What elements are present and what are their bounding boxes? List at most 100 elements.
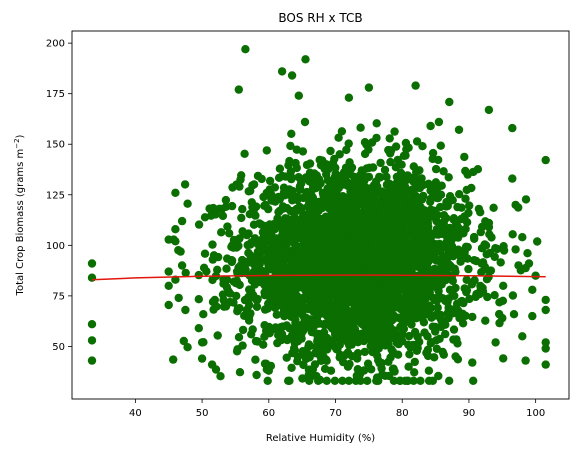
scatter-point xyxy=(528,311,537,321)
scatter-point xyxy=(444,173,453,182)
scatter-point xyxy=(460,246,469,255)
scatter-point xyxy=(251,355,260,364)
scatter-point xyxy=(303,288,312,297)
scatter-point xyxy=(229,298,238,307)
scatter-point xyxy=(262,146,271,155)
scatter-point xyxy=(300,117,310,127)
scatter-point xyxy=(344,376,354,385)
scatter-point xyxy=(420,206,429,215)
scatter-point xyxy=(379,255,388,264)
scatter-point xyxy=(390,127,399,136)
scatter-point xyxy=(300,304,309,313)
scatter-point xyxy=(303,202,313,211)
scatter-point xyxy=(330,376,340,385)
scatter-point xyxy=(372,119,381,128)
scatter-point xyxy=(410,253,419,262)
scatter-point xyxy=(364,318,373,328)
scatter-point xyxy=(313,182,323,191)
scatter-point xyxy=(238,341,247,350)
scatter-point xyxy=(209,203,218,213)
scatter-point xyxy=(270,183,280,192)
scatter-point xyxy=(428,322,437,331)
scatter-point xyxy=(353,365,362,374)
scatter-point xyxy=(411,175,421,185)
scatter-point xyxy=(509,310,519,319)
scatter-point xyxy=(272,291,282,300)
scatter-point xyxy=(266,256,275,265)
scatter-point xyxy=(474,204,484,214)
scatter-point xyxy=(457,254,467,263)
scatter-point xyxy=(252,302,262,311)
scatter-point xyxy=(398,298,407,308)
scatter-point xyxy=(411,81,420,90)
scatter-point xyxy=(445,376,454,385)
scatter-point xyxy=(421,269,430,279)
scatter-point xyxy=(315,155,324,165)
scatter-point xyxy=(197,338,207,347)
y-tick-label: 125 xyxy=(46,190,65,201)
scatter-point xyxy=(336,310,345,320)
scatter-point xyxy=(299,360,308,370)
scatter-point xyxy=(399,284,409,294)
scatter-point xyxy=(377,249,387,258)
scatter-point xyxy=(199,310,208,319)
scatter-point xyxy=(243,240,252,250)
scatter-point xyxy=(245,285,254,294)
scatter-point xyxy=(387,312,396,321)
scatter-point xyxy=(331,163,340,172)
scatter-point xyxy=(398,253,408,262)
scatter-point xyxy=(267,229,276,239)
scatter-point xyxy=(292,291,302,300)
scatter-point xyxy=(508,230,517,239)
scatter-point xyxy=(332,203,341,212)
y-tick-label: 75 xyxy=(52,291,65,302)
scatter-point xyxy=(381,191,390,201)
scatter-point xyxy=(416,376,425,385)
scatter-point xyxy=(373,351,382,360)
scatter-point xyxy=(380,299,389,308)
scatter-point xyxy=(508,123,517,133)
scatter-point xyxy=(404,362,413,371)
scatter-point xyxy=(400,182,410,191)
scatter-point xyxy=(335,275,344,285)
scatter-point xyxy=(242,257,251,267)
scatter-point xyxy=(388,295,398,305)
scatter-point xyxy=(336,335,345,345)
scatter-point xyxy=(298,374,307,383)
scatter-point xyxy=(272,266,281,275)
scatter-point xyxy=(363,272,372,282)
scatter-point xyxy=(430,353,439,362)
y-axis-label-close: ) xyxy=(15,134,26,138)
scatter-point xyxy=(371,177,381,186)
x-tick-label: 60 xyxy=(262,408,275,419)
scatter-point xyxy=(459,229,468,238)
scatter-point xyxy=(250,280,260,289)
scatter-point xyxy=(393,350,403,359)
scatter-point xyxy=(326,229,335,238)
scatter-point xyxy=(263,304,272,313)
scatter-point xyxy=(444,259,453,268)
scatter-point xyxy=(382,285,392,294)
scatter-point xyxy=(362,326,371,335)
scatter-point xyxy=(360,229,369,238)
scatter-point xyxy=(351,305,361,314)
scatter-point xyxy=(418,252,427,261)
scatter-point xyxy=(213,331,222,340)
scatter-point xyxy=(287,275,296,284)
scatter-point xyxy=(330,154,339,164)
scatter-point xyxy=(278,322,287,331)
scatter-point xyxy=(332,238,341,247)
scatter-point xyxy=(300,174,310,183)
scatter-point xyxy=(429,190,438,200)
scatter-point xyxy=(462,185,471,195)
scatter-point xyxy=(376,327,385,337)
scatter-point xyxy=(409,376,418,385)
scatter-point xyxy=(376,240,386,249)
scatter-point xyxy=(434,311,443,321)
scatter-point xyxy=(335,317,344,326)
scatter-point xyxy=(434,228,443,237)
scatter-point xyxy=(412,289,421,298)
scatter-point xyxy=(469,167,478,177)
scatter-point xyxy=(483,292,492,302)
scatter-point xyxy=(200,249,210,258)
